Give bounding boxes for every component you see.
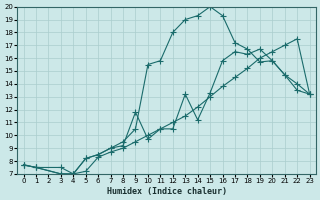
- X-axis label: Humidex (Indice chaleur): Humidex (Indice chaleur): [107, 187, 227, 196]
